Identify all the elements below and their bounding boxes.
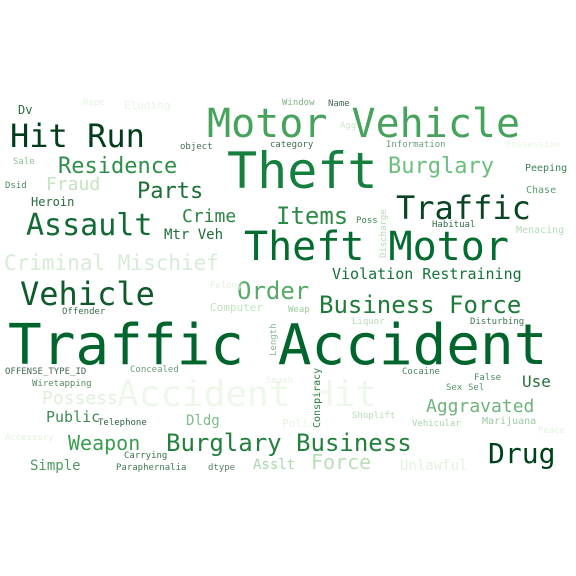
word-habitual: Habitual [432,220,476,230]
word-rape: Rape [83,98,105,108]
word-dldg: Dldg [186,413,220,429]
word-heroin: Heroin [31,195,75,209]
word-marijuana: Marijuana [482,416,537,427]
word-concealed: Concealed [130,365,179,375]
word-poss: Poss [356,216,378,226]
word-information: Information [386,140,446,150]
word-shoplift: Shoplift [352,411,396,421]
word-residence: Residence [58,154,178,179]
word-items: Items [276,202,349,230]
word-business-force: Business Force [319,291,522,319]
word-fraud: Fraud [46,174,101,195]
word-traffic: Traffic [396,189,531,227]
word-burglary-business: Burglary Business [166,429,412,457]
word-discharge: Discharge [379,209,389,258]
word-drug: Drug [488,437,556,470]
word-cocaine: Cocaine [402,367,440,377]
word-chase: Chase [526,185,557,196]
word-aggravated: Aggravated [426,396,535,417]
word-paraphernalia: Paraphernalia [116,463,187,473]
word-menacing: Menacing [516,225,565,236]
word-weap: Weap [288,305,310,315]
word-object: object [180,142,213,152]
word-length: Length [269,323,279,356]
word-accessory: Accessory [5,433,54,443]
word-dsid: Dsid [5,181,27,191]
word-peeping: Peeping [525,163,568,174]
word-category: category [270,140,314,150]
word-mtr-veh: Mtr Veh [164,227,224,243]
word-simple: Simple [30,458,81,474]
word-dtype: dtype [208,463,236,473]
word-window: Window [282,98,315,108]
word-possession: Possession [506,140,561,150]
word-police: Police [282,417,322,430]
word-public: Public [46,408,101,426]
word-weapon: Weapon [68,431,141,455]
word-sex: Sex [446,383,463,393]
word-unlawful: Unlawful [400,458,468,474]
word-order: Order [237,277,310,305]
word-parts: Parts [137,179,204,204]
word-peace: Peace [538,426,566,436]
word-possess: Possess [42,388,118,409]
word-hit-run: Hit Run [10,117,145,155]
word-crime: Crime [182,206,237,227]
word-sale: Sale [13,157,35,167]
word-offense-type-id: OFFENSE_TYPE_ID [5,367,87,377]
word-disturbing: Disturbing [470,317,525,327]
word-theft: Theft [227,142,378,200]
word-theft-motor: Theft Motor [244,224,509,270]
word-use: Use [522,372,551,391]
word-false: False [474,373,502,383]
word-accident-hit: Accident Hit [117,374,378,415]
word-motor-vehicle: Motor Vehicle [207,101,521,147]
word-dv: Dv [18,103,33,117]
word-smash: Smash [266,376,294,386]
word-carrying: Carrying [124,451,168,461]
word-eluding: Eluding [124,99,171,112]
word-wiretapping: Wiretapping [32,379,92,389]
word-asslt: Asslt [253,457,296,473]
word-sel: Sel [468,383,485,393]
word-assault: Assault [26,208,153,243]
word-violation-restraining: Violation Restraining [332,265,522,283]
word-conspiracy: Conspiracy [312,367,323,428]
word-offender: Offender [62,307,106,317]
word-name: Name [328,99,350,109]
word-felony: Felony [210,281,243,291]
word-traffic-accident: Traffic Accident [8,313,548,378]
word-force: Force [311,450,372,474]
word-telephone: Telephone [98,418,147,428]
word-computer: Computer [210,301,263,314]
word-liquor: Liquor [352,317,385,327]
word-burglary: Burglary [388,154,494,179]
word-vehicular: Vehicular [412,419,461,429]
word-criminal-mischief: Criminal Mischief [4,251,219,275]
word-vehicle: Vehicle [20,275,155,313]
word-agg: Agg [340,121,357,131]
